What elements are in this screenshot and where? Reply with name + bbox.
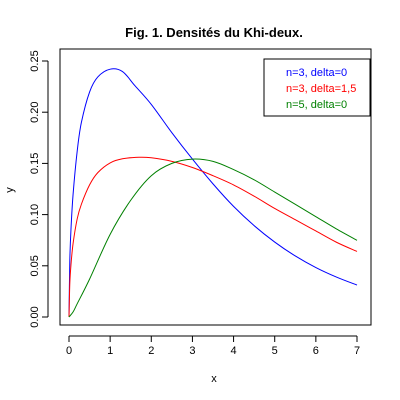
x-axis-label: x [211,373,217,385]
legend-entry-1: n=3, delta=0 [286,67,347,79]
y-tick-label: 0.00 [29,306,41,327]
y-tick-label: 0.20 [29,101,41,122]
series-line-1 [68,68,358,318]
x-tick-label: 0 [66,345,72,357]
x-tick-label: 7 [354,345,360,357]
y-tick-label: 0.15 [29,153,41,174]
y-tick-label: 0.25 [29,50,41,71]
legend-box [263,58,371,117]
x-tick-label: 5 [272,345,278,357]
y-tick-label: 0.10 [29,204,41,225]
x-tick-label: 1 [107,345,113,357]
plot-frame [59,48,372,326]
y-tick-label: 0.05 [29,255,41,276]
y-axis-label: y [4,187,16,193]
chart-title: Fig. 1. Densités du Khi-deux. [125,25,303,40]
legend-entry-2: n=3, delta=1,5 [286,83,356,95]
series-line-2 [68,156,358,318]
x-tick-label: 6 [313,345,319,357]
series-layer [68,68,358,318]
plot-axes: 0 1 2 3 4 5 6 7 0.00 0.05 0.10 0.15 0.20 0.25 [29,48,372,357]
x-tick-label: 3 [189,345,195,357]
series-line-3 [68,158,358,318]
x-tick-label: 4 [231,345,237,357]
x-tick-label: 2 [148,345,154,357]
legend: n=3, delta=0 n=3, delta=1,5 n=5, delta=0 [263,58,371,117]
legend-entry-3: n=5, delta=0 [286,99,347,111]
